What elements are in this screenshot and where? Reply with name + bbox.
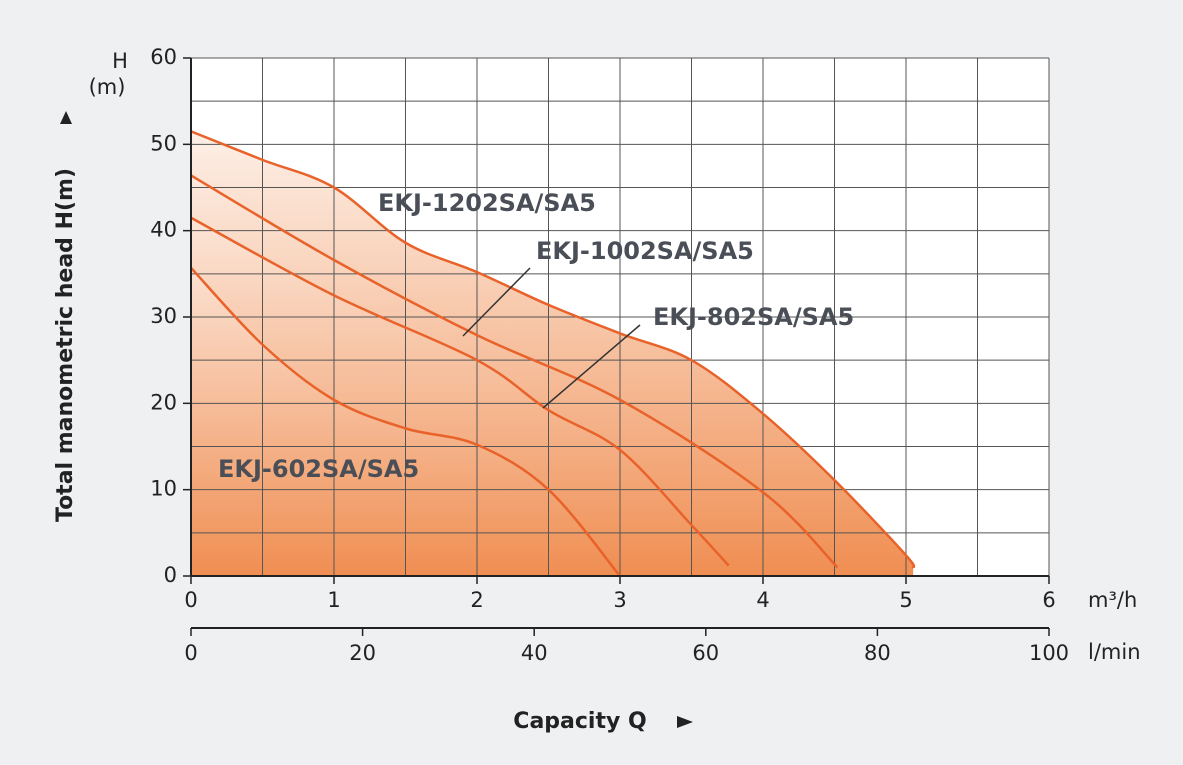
leader-line bbox=[462, 267, 531, 337]
x-arrow bbox=[677, 716, 693, 728]
x-tick-label: 2 bbox=[470, 588, 483, 612]
series-label: EKJ-1202SA/SA5 bbox=[378, 189, 596, 217]
series-line bbox=[190, 130, 916, 569]
x-tick-label: 1 bbox=[327, 588, 340, 612]
series-label: EKJ-1002SA/SA5 bbox=[536, 237, 754, 265]
x-axis-label: Capacity Q bbox=[513, 709, 646, 734]
series-line bbox=[190, 266, 621, 577]
series-area bbox=[191, 267, 620, 576]
x2-tick-label: 80 bbox=[864, 641, 891, 665]
y-tick-label: 50 bbox=[150, 131, 177, 155]
x-tick-label: 4 bbox=[756, 588, 769, 612]
y-tick-label: 20 bbox=[150, 390, 177, 414]
x2-unit: l/min bbox=[1088, 640, 1141, 664]
y-unit-symbol: H bbox=[112, 49, 128, 73]
series-line bbox=[190, 216, 730, 567]
y-tick-label: 60 bbox=[150, 45, 177, 69]
y-tick-label: 40 bbox=[150, 218, 177, 242]
x-tick-label: 3 bbox=[613, 588, 626, 612]
x2-tick-label: 100 bbox=[1029, 641, 1069, 665]
y-tick-label: 0 bbox=[164, 563, 177, 587]
x-tick-label: 0 bbox=[184, 588, 197, 612]
y-unit: (m) bbox=[89, 75, 126, 99]
y-tick-label: 30 bbox=[150, 304, 177, 328]
series-label: EKJ-602SA/SA5 bbox=[218, 455, 419, 483]
x2-tick-label: 40 bbox=[521, 641, 548, 665]
x-tick-label: 5 bbox=[899, 588, 912, 612]
series-line bbox=[190, 174, 839, 569]
series-label: EKJ-802SA/SA5 bbox=[653, 303, 854, 331]
x-tick-label: 6 bbox=[1042, 588, 1055, 612]
x-unit: m³/h bbox=[1088, 588, 1137, 612]
y-tick-label: 10 bbox=[150, 477, 177, 501]
leader-line bbox=[542, 324, 641, 409]
y-arrow bbox=[60, 111, 72, 124]
x2-tick-label: 60 bbox=[692, 641, 719, 665]
x2-tick-label: 20 bbox=[349, 641, 376, 665]
y-axis-label: Total manometric head H(m) bbox=[53, 168, 78, 522]
x2-tick-label: 0 bbox=[184, 641, 197, 665]
